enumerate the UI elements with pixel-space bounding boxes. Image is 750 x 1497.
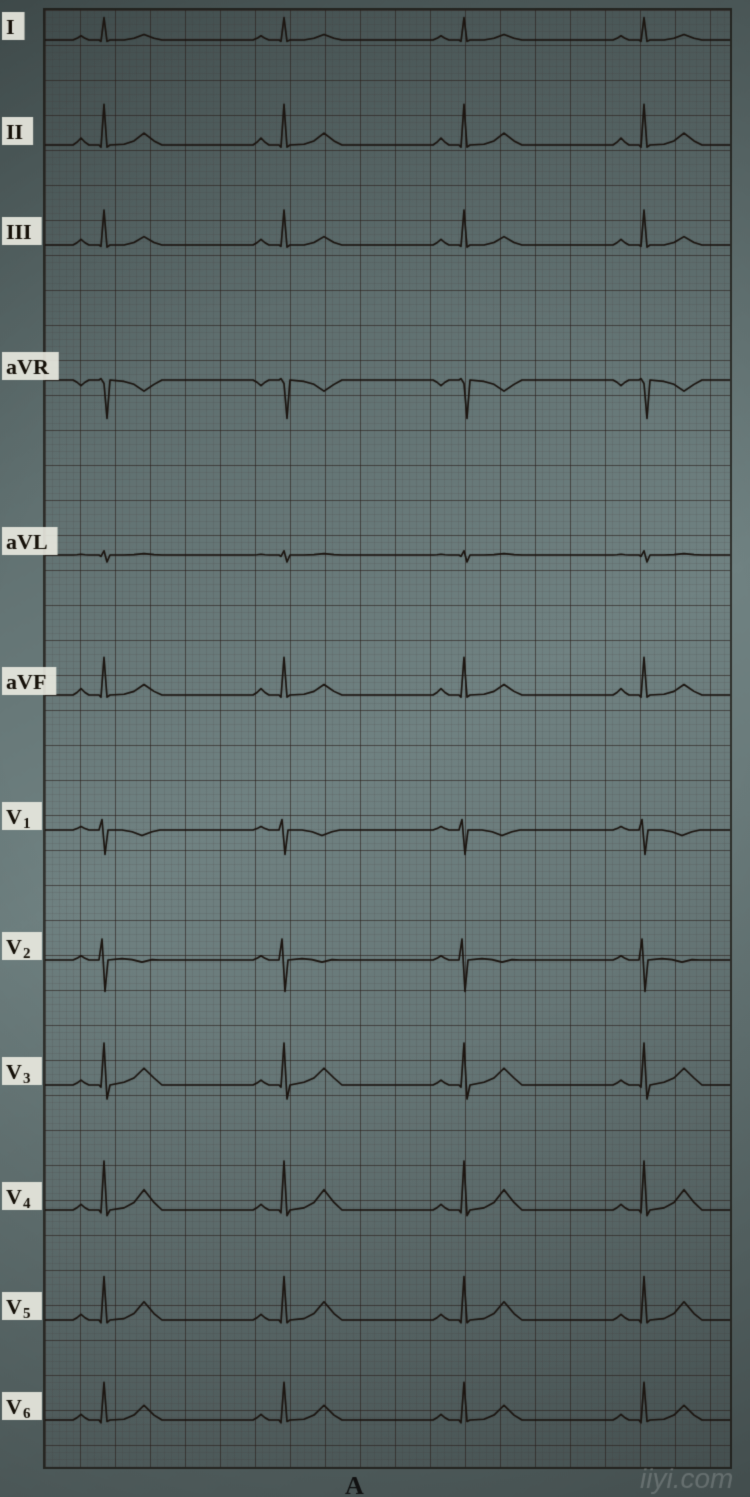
ecg-12-lead-chart [0, 0, 750, 1497]
